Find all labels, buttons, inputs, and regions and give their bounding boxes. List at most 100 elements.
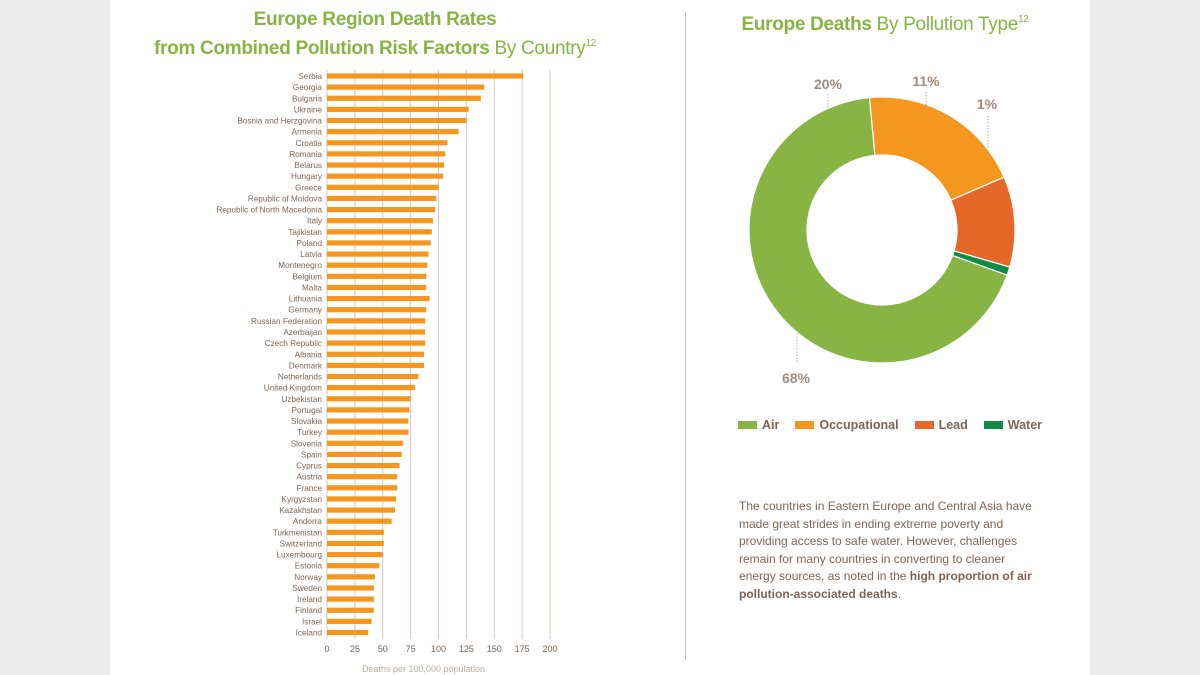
country-label-czech-republic: Czech Republic (265, 339, 322, 348)
bar-uzbekistan (327, 396, 411, 402)
country-label-germany: Germany (288, 306, 323, 315)
legend-item-lead: Lead (914, 418, 968, 432)
x-tick-label-75: 75 (406, 644, 416, 654)
country-label-republic-of-north-macedonia: Republic of North Macedonia (216, 206, 322, 215)
country-label-turkey: Turkey (297, 428, 323, 437)
bar-lithuania (327, 296, 430, 302)
bar-luxembourg (327, 551, 383, 558)
bar-montenegro (327, 262, 428, 268)
percent-label-lead: 11% (912, 73, 940, 89)
country-label-croatia: Croatia (296, 139, 323, 148)
bar-chart-title-footnote: 12 (585, 38, 596, 49)
country-label-montenegro: Montenegro (278, 261, 322, 270)
country-label-denmark: Denmark (289, 361, 323, 370)
bar-ireland (327, 596, 374, 602)
bar-sweden (327, 585, 374, 591)
bar-chart-title-subtitle: By Country (494, 38, 586, 59)
legend-item-water: Water (983, 418, 1042, 432)
country-label-latvia: Latvia (300, 250, 322, 259)
bar-turkmenistan (327, 529, 384, 535)
x-tick-label-200: 200 (542, 644, 557, 654)
country-label-iceland: Iceland (296, 629, 323, 638)
bar-serbia (327, 73, 524, 79)
bar-france (327, 485, 398, 491)
country-label-israel: Israel (302, 617, 322, 626)
bar-tajikistan (327, 229, 432, 235)
description-end: . (897, 586, 902, 601)
bar-bosnia-and-herzgovina (327, 117, 467, 124)
bar-croatia (327, 140, 448, 146)
country-label-slovakia: Slovakia (291, 417, 322, 426)
donut-chart-title-footnote: 12 (1018, 14, 1029, 25)
bar-slovenia (327, 440, 403, 446)
description-emphasis: high proportion of air pollution-associa… (739, 569, 1032, 601)
legend-label-lead: Lead (938, 418, 968, 432)
country-label-cyprus: Cyprus (296, 462, 322, 471)
x-tick-label-25: 25 (350, 644, 360, 654)
country-label-austria: Austria (297, 473, 323, 482)
bar-slovakia (327, 418, 409, 424)
bar-bulgaria (327, 95, 481, 101)
country-label-albania: Albania (295, 350, 323, 359)
country-label-republic-of-moldova: Republic of Moldova (248, 194, 323, 203)
country-label-georgia: Georgia (293, 83, 323, 92)
bar-ukraine (327, 106, 469, 112)
bar-greece (327, 184, 439, 190)
bar-israel (327, 618, 372, 624)
x-tick-label-150: 150 (487, 644, 502, 654)
country-label-italy: Italy (307, 217, 323, 226)
bar-belgium (327, 273, 427, 279)
bar-kyrgyzstan (327, 496, 397, 502)
legend-label-occupational: Occupational (819, 418, 899, 432)
country-label-romania: Romania (289, 150, 322, 159)
country-label-united-kingdom: United Kingdom (264, 384, 322, 393)
bar-andorra (327, 518, 392, 524)
x-tick-label-50: 50 (378, 644, 388, 654)
country-label-ukraine: Ukraine (294, 105, 323, 114)
country-label-bulgaria: Bulgaria (292, 94, 322, 103)
country-label-luxembourg: Luxembourg (276, 551, 322, 560)
country-label-serbia: Serbia (298, 72, 322, 81)
donut-chart-title: Europe Deaths By Pollution Type12 (735, 8, 1035, 37)
country-label-portugal: Portugal (292, 406, 323, 415)
bar-hungary (327, 173, 443, 179)
legend-swatch-occupational (795, 421, 815, 429)
country-label-russian-federation: Russian Federation (251, 317, 322, 326)
bar-finland (327, 607, 374, 613)
bar-belarus (327, 162, 445, 168)
legend-item-air: Air (738, 418, 779, 432)
country-label-spain: Spain (301, 450, 322, 459)
donut-slice-occupational (868, 96, 1005, 202)
bar-chart-title: Europe Region Death Rates from Combined … (110, 8, 640, 61)
bar-spain (327, 451, 402, 458)
bar-malta (327, 284, 427, 291)
country-label-hungary: Hungary (291, 172, 323, 181)
country-label-uzbekistan: Uzbekistan (281, 395, 322, 404)
country-label-azerbaijan: Azerbaijan (283, 328, 322, 337)
bar-russian-federation (327, 318, 426, 324)
bar-chart-title-line2: from Combined Pollution Risk Factors By … (110, 32, 640, 61)
country-label-belarus: Belarus (294, 161, 322, 170)
country-label-sweden: Sweden (292, 584, 322, 593)
percent-label-water: 1% (977, 96, 998, 112)
country-label-slovenia: Slovenia (291, 439, 323, 448)
legend-swatch-air (738, 421, 757, 429)
bar-estonia (327, 563, 380, 569)
legend-label-air: Air (762, 418, 780, 432)
country-label-armenia: Armenia (292, 128, 323, 137)
bar-iceland (327, 629, 369, 636)
bar-czech-republic (327, 340, 426, 346)
bar-albania (327, 351, 425, 357)
bar-republic-of-north-macedonia (327, 206, 436, 213)
bar-georgia (327, 84, 485, 90)
bar-portugal (327, 407, 410, 413)
donut-legend: Air Occupational Lead Water (738, 418, 1042, 432)
legend-item-occupational: Occupational (795, 418, 899, 432)
bar-cyprus (327, 462, 400, 469)
percent-label-air: 68% (782, 370, 811, 386)
bar-poland (327, 240, 431, 246)
bar-united-kingdom (327, 385, 416, 391)
x-axis-label: Deaths per 100,000 population (362, 664, 485, 674)
country-label-turkmenistan: Turkmenistan (273, 528, 323, 537)
